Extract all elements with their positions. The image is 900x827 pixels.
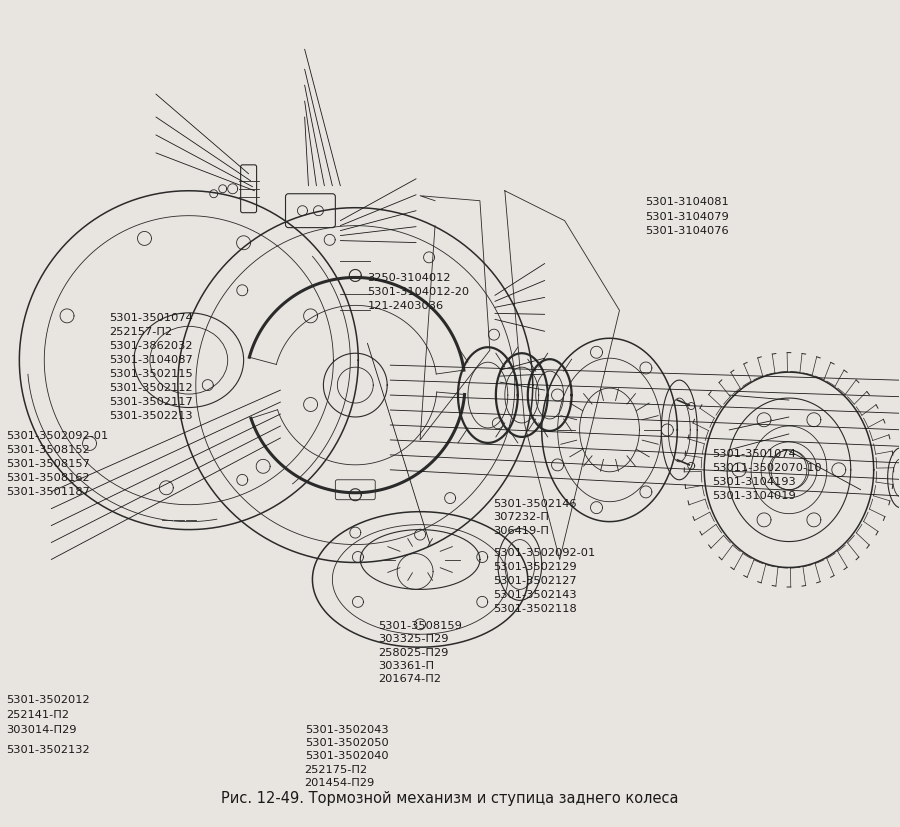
Text: 5301-3508152: 5301-3508152 bbox=[6, 445, 90, 455]
Text: 5301-3104081: 5301-3104081 bbox=[645, 198, 729, 208]
Text: 5301-3502143: 5301-3502143 bbox=[493, 590, 577, 600]
Text: 5301-3502129: 5301-3502129 bbox=[493, 562, 577, 571]
Text: 5301-3502118: 5301-3502118 bbox=[493, 604, 577, 614]
Text: 303325-П29: 303325-П29 bbox=[378, 634, 449, 644]
Text: 252141-П2: 252141-П2 bbox=[6, 710, 69, 720]
Text: 5301-3508157: 5301-3508157 bbox=[6, 459, 90, 469]
Text: 5301-3502092-01: 5301-3502092-01 bbox=[6, 431, 108, 441]
Text: 303014-П29: 303014-П29 bbox=[6, 725, 76, 735]
Text: 5301-3508162: 5301-3508162 bbox=[6, 473, 89, 483]
Text: 5301-3104193: 5301-3104193 bbox=[712, 477, 796, 487]
Text: 5301-3104012-20: 5301-3104012-20 bbox=[367, 287, 470, 298]
Text: 5301-3501074: 5301-3501074 bbox=[109, 313, 193, 323]
Text: 307232-П: 307232-П bbox=[493, 513, 549, 523]
Text: 306419-П: 306419-П bbox=[493, 525, 549, 536]
Text: 5301-3104079: 5301-3104079 bbox=[645, 212, 729, 222]
Text: 5301-3502127: 5301-3502127 bbox=[493, 576, 577, 586]
Text: 5301-3104076: 5301-3104076 bbox=[645, 226, 729, 236]
Text: 5301-3502092-01: 5301-3502092-01 bbox=[493, 547, 595, 557]
Text: 5301-3501187: 5301-3501187 bbox=[6, 487, 90, 497]
Text: 303361-П: 303361-П bbox=[378, 661, 435, 671]
Text: 5301-3501074: 5301-3501074 bbox=[712, 449, 796, 459]
Text: 5301-3502146: 5301-3502146 bbox=[493, 500, 577, 509]
Text: 5301-3104087: 5301-3104087 bbox=[109, 355, 193, 365]
Text: 121-2403036: 121-2403036 bbox=[367, 301, 444, 311]
Text: 201674-П2: 201674-П2 bbox=[378, 674, 441, 684]
Text: 5301-3502112: 5301-3502112 bbox=[109, 383, 193, 393]
Text: 252175-П2: 252175-П2 bbox=[305, 765, 368, 775]
Text: Рис. 12-49. Тормозной механизм и ступица заднего колеса: Рис. 12-49. Тормозной механизм и ступица… bbox=[221, 791, 679, 806]
Text: 258025-П29: 258025-П29 bbox=[378, 648, 448, 657]
Text: 5301-3508159: 5301-3508159 bbox=[378, 621, 462, 631]
Text: 252157-П2: 252157-П2 bbox=[109, 327, 172, 337]
Text: 201454-П29: 201454-П29 bbox=[305, 777, 375, 788]
Text: 5301-3502012: 5301-3502012 bbox=[6, 696, 89, 705]
Text: 5301-3502043: 5301-3502043 bbox=[305, 725, 388, 735]
Text: 5301-3502213: 5301-3502213 bbox=[109, 411, 193, 421]
Text: 5301-3502050: 5301-3502050 bbox=[305, 739, 389, 748]
Text: 5301-3104019: 5301-3104019 bbox=[712, 491, 796, 501]
Text: 5301-3502115: 5301-3502115 bbox=[109, 369, 193, 379]
Text: 3250-3104012: 3250-3104012 bbox=[367, 274, 451, 284]
Text: 5301-3502040: 5301-3502040 bbox=[305, 752, 388, 762]
Text: 5301-3862032: 5301-3862032 bbox=[109, 341, 193, 351]
Text: 5301-3502132: 5301-3502132 bbox=[6, 745, 89, 755]
Text: 53011-3502070-10: 53011-3502070-10 bbox=[712, 463, 822, 473]
Text: 5301-3502117: 5301-3502117 bbox=[109, 397, 193, 407]
